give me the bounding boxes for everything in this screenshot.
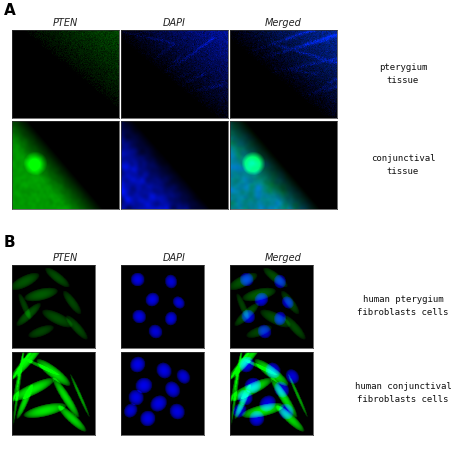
Text: pterygium
tissue: pterygium tissue bbox=[379, 63, 427, 85]
Text: Merged: Merged bbox=[264, 253, 301, 263]
Text: PTEN: PTEN bbox=[52, 18, 78, 28]
Text: DAPI: DAPI bbox=[163, 18, 185, 28]
Text: A: A bbox=[4, 3, 16, 18]
Text: DAPI: DAPI bbox=[163, 253, 185, 263]
Text: B: B bbox=[4, 235, 16, 250]
Text: conjunctival
tissue: conjunctival tissue bbox=[371, 154, 435, 176]
Text: PTEN: PTEN bbox=[52, 253, 78, 263]
Text: Merged: Merged bbox=[264, 18, 301, 28]
Text: human pterygium
fibroblasts cells: human pterygium fibroblasts cells bbox=[357, 295, 449, 317]
Text: human conjunctival
fibroblasts cells: human conjunctival fibroblasts cells bbox=[355, 382, 451, 404]
